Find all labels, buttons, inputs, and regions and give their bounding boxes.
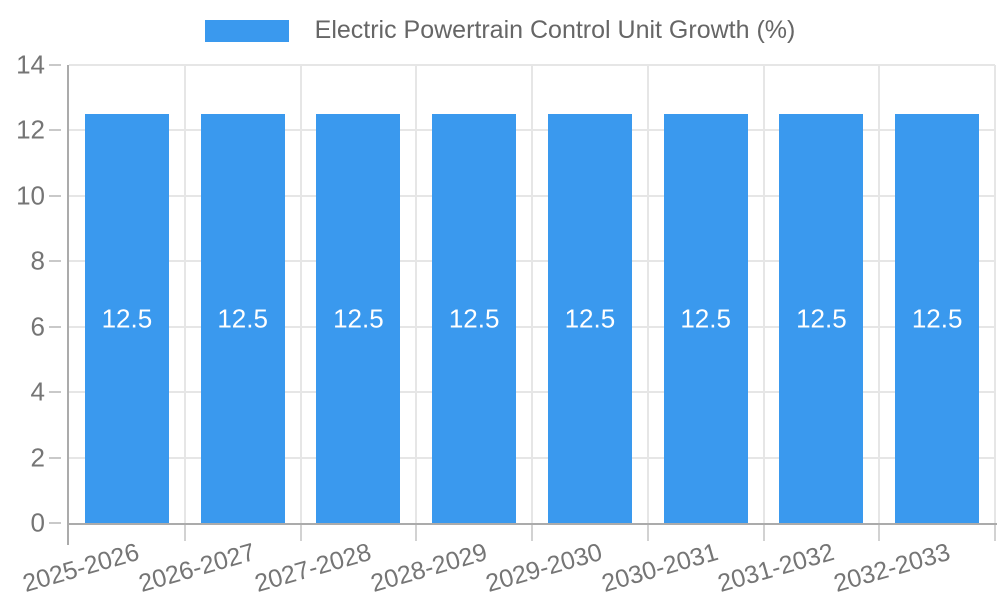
- x-tick-label: 2026-2027: [135, 538, 259, 598]
- x-axis-tick-mark: [878, 525, 881, 541]
- y-axis-tick-mark: [49, 129, 61, 132]
- y-tick-label: 8: [30, 245, 45, 276]
- bar: 12.5: [84, 114, 169, 523]
- y-tick-label: 2: [30, 442, 45, 473]
- gridline-vertical: [531, 65, 533, 523]
- x-axis-tick-mark: [531, 525, 533, 541]
- bar-value-label: 12.5: [448, 303, 500, 334]
- y-tick-label: 4: [30, 376, 45, 407]
- y-tick-label: 14: [16, 49, 45, 80]
- x-axis-line: [67, 523, 997, 525]
- y-axis-tick-mark: [49, 325, 61, 328]
- y-tick-label: 12: [16, 114, 45, 145]
- x-axis-tick-mark: [299, 525, 302, 541]
- bar-value-label: 12.5: [680, 303, 731, 334]
- y-axis-tick-mark: [49, 391, 61, 394]
- gridline-vertical: [762, 65, 765, 523]
- y-axis-line: [67, 65, 69, 545]
- bar-value-label: 12.5: [333, 303, 384, 334]
- y-axis-tick-mark: [49, 194, 61, 197]
- bar: 12.5: [779, 114, 864, 523]
- bar: 12.5: [547, 114, 632, 523]
- x-tick-label: 2032-2033: [830, 538, 953, 598]
- y-tick-label: 0: [30, 507, 45, 538]
- bar: 12.5: [663, 114, 748, 523]
- legend: Electric Powertrain Control Unit Growth …: [0, 16, 1000, 45]
- gridline-vertical: [299, 65, 302, 523]
- legend-label: Electric Powertrain Control Unit Growth …: [314, 16, 796, 44]
- bar: 12.5: [432, 114, 517, 523]
- gridline-vertical: [415, 65, 418, 523]
- gridline-vertical: [994, 65, 996, 523]
- bar-value-label: 12.5: [796, 303, 847, 334]
- x-tick-label: 2028-2029: [367, 538, 490, 598]
- y-axis-tick-mark: [49, 260, 61, 263]
- bar-value-label: 12.5: [101, 303, 153, 334]
- gridline-vertical: [878, 65, 881, 523]
- bar-value-label: 12.5: [217, 303, 268, 334]
- x-tick-label: 2027-2028: [251, 538, 375, 598]
- y-axis-tick-mark: [49, 64, 61, 66]
- x-tick-label: 2031-2032: [714, 538, 838, 598]
- x-axis-tick-mark: [183, 525, 186, 541]
- x-axis-tick-mark: [762, 525, 765, 541]
- y-axis-tick-mark: [49, 456, 61, 459]
- gridline-vertical: [646, 65, 649, 523]
- plot-area: 12.5 12.5 12.5 12.5 12.5 12.5 12.5 12.5 0 2 4 6 8 10…: [16, 50, 997, 598]
- y-axis-tick-mark: [49, 522, 61, 524]
- y-tick-label: 10: [16, 180, 45, 211]
- legend-item[interactable]: Electric Powertrain Control Unit Growth …: [204, 16, 796, 45]
- bar-value-label: 12.5: [911, 303, 963, 334]
- x-axis-tick-mark: [646, 525, 649, 541]
- x-axis-tick-mark: [994, 525, 996, 541]
- x-tick-label: 2029-2030: [482, 538, 606, 598]
- gridline-vertical: [183, 65, 186, 523]
- x-tick-label: 2025-2026: [19, 538, 143, 598]
- legend-swatch[interactable]: [204, 19, 289, 42]
- bar: 12.5: [316, 114, 401, 523]
- x-tick-label: 2030-2031: [598, 538, 722, 598]
- bar: 12.5: [895, 114, 980, 523]
- y-tick-label: 6: [30, 311, 45, 342]
- bar: 12.5: [200, 114, 285, 523]
- bar-value-label: 12.5: [564, 303, 616, 334]
- x-axis-tick-mark: [415, 525, 418, 541]
